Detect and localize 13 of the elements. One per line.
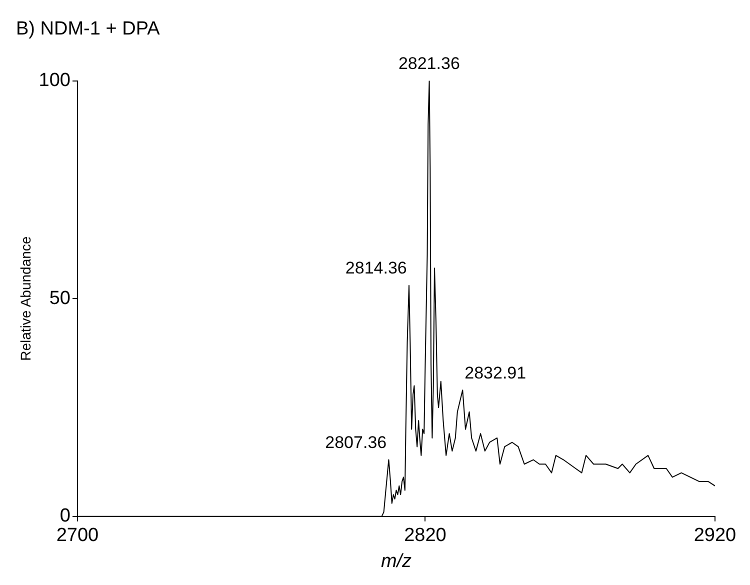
x-axis-title: m/z — [380, 550, 412, 572]
annotation: 2821.36 — [398, 54, 460, 73]
y-axis-title: Relative Abundance — [17, 236, 34, 361]
annotation: 2814.36 — [345, 258, 407, 278]
chart-title: B) NDM-1 + DPA — [16, 18, 160, 40]
annotation: 2832.91 — [464, 363, 526, 382]
y-tick-label: 50 — [49, 288, 70, 309]
y-tick-label: 100 — [38, 70, 70, 92]
y-tick-label: 0 — [60, 506, 70, 527]
annotation: 2807.36 — [325, 432, 387, 452]
x-tick-label: 2820 — [404, 525, 446, 546]
x-tick-label: 2920 — [694, 525, 736, 546]
x-tick-label: 2700 — [56, 525, 99, 546]
